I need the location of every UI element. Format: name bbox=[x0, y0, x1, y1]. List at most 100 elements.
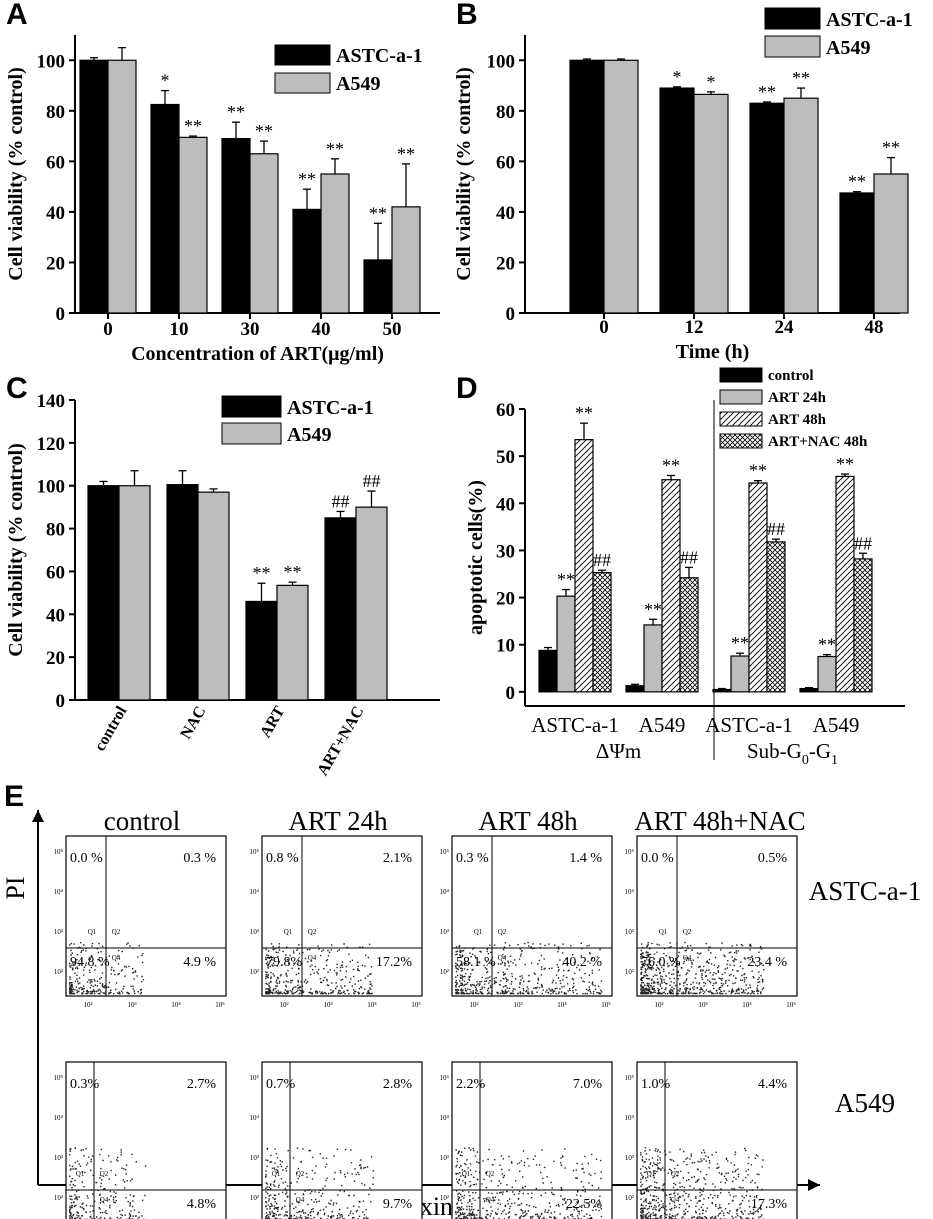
cytometry-plot: Q1 Q2 Q4 10⁵ 10⁴ 10³ 10² 10² 10³ 10⁴ 10⁵ 0.0 % 0.3 %… bbox=[54, 835, 227, 1009]
x-tick-label: 24 bbox=[775, 317, 795, 338]
percent-lower-right: 17.2% bbox=[376, 955, 413, 970]
quadrant-name: Q4 bbox=[308, 954, 317, 962]
y-tick-label: 10³ bbox=[625, 1154, 634, 1162]
legend-swatch bbox=[274, 72, 331, 94]
plot-frame bbox=[65, 1061, 227, 1219]
y-tick-label: 0 bbox=[506, 304, 516, 325]
event-dots bbox=[455, 941, 603, 995]
bar bbox=[87, 485, 120, 701]
quadrant-name: Q2 bbox=[498, 928, 507, 936]
y-tick-label: 20 bbox=[496, 253, 515, 274]
bar bbox=[592, 571, 612, 693]
significance-label: ## bbox=[593, 550, 611, 570]
bar bbox=[817, 655, 837, 693]
bar bbox=[603, 59, 639, 314]
percent-upper-right: 0.3 % bbox=[183, 851, 216, 866]
y-tick-label: 10⁴ bbox=[250, 888, 260, 896]
y-tick-label: 40 bbox=[496, 203, 515, 224]
bar bbox=[835, 475, 855, 693]
significance-label: ## bbox=[767, 519, 785, 539]
y-tick-label: 10² bbox=[440, 968, 449, 976]
cytometry-plot: Q1Q2Q410⁵10⁴10³10²10²10³10⁴10⁵0.3%2.7%4.… bbox=[54, 1061, 227, 1219]
y-tick-label: 10⁴ bbox=[54, 888, 64, 896]
legend-label: A549 bbox=[287, 424, 331, 446]
significance-label: ** bbox=[557, 570, 575, 590]
bar bbox=[679, 577, 699, 693]
column-title: ART 24h bbox=[288, 806, 388, 836]
panel-letter-b: B bbox=[456, 0, 478, 31]
bar bbox=[107, 59, 137, 314]
bar bbox=[178, 136, 208, 314]
y-tick-label: 10⁵ bbox=[440, 848, 450, 856]
legend-swatch bbox=[764, 7, 821, 30]
significance-label: ** bbox=[882, 138, 900, 158]
bar bbox=[150, 103, 180, 314]
y-tick-label: 10² bbox=[250, 1194, 259, 1202]
y-tick-label: 60 bbox=[496, 400, 515, 421]
significance-label: ** bbox=[749, 461, 767, 481]
quadrant-name: Q1 bbox=[284, 928, 293, 936]
legend-label: control bbox=[768, 368, 814, 384]
bar bbox=[783, 97, 819, 314]
bar bbox=[292, 208, 322, 314]
percent-lower-right: 4.8% bbox=[187, 1197, 217, 1212]
y-tick-label: 100 bbox=[37, 51, 66, 72]
x-tick-label: ART bbox=[257, 703, 288, 741]
group-label: Sub-G0-G1 bbox=[747, 739, 838, 768]
y-tick-label: 10⁴ bbox=[54, 1114, 64, 1122]
percent-upper-right: 2.7% bbox=[187, 1077, 217, 1092]
x-tick-label: 10² bbox=[279, 1001, 288, 1009]
legend-swatch bbox=[719, 367, 763, 383]
y-tick-label: 10² bbox=[440, 1194, 449, 1202]
y-tick-label: 10² bbox=[250, 968, 259, 976]
bar bbox=[574, 439, 594, 693]
y-axis-label: apoptotic cells(%) bbox=[465, 480, 487, 635]
significance-label: ** bbox=[284, 562, 302, 582]
significance-label: ** bbox=[227, 102, 245, 122]
percent-upper-left: 0.3% bbox=[70, 1077, 100, 1092]
significance-label: ** bbox=[184, 116, 202, 136]
quadrant-name: Q1 bbox=[647, 1170, 656, 1178]
significance-label: ** bbox=[731, 633, 749, 653]
x-tick-label: 40 bbox=[312, 319, 331, 340]
percent-lower-left: 94.8 % bbox=[70, 955, 110, 970]
x-tick-label: 10² bbox=[83, 1001, 92, 1009]
bar bbox=[625, 685, 645, 693]
legend-swatch bbox=[719, 411, 763, 427]
y-tick-label: 100 bbox=[37, 477, 66, 498]
percent-upper-left: 2.2% bbox=[456, 1077, 486, 1092]
x-tick-label: NAC bbox=[177, 704, 209, 743]
quadrant-name: Q2 bbox=[100, 1170, 109, 1178]
quadrant-name: Q2 bbox=[671, 1170, 680, 1178]
quadrant-name: Q4 bbox=[296, 1196, 305, 1204]
percent-upper-right: 0.5% bbox=[758, 851, 788, 866]
significance-label: * bbox=[673, 67, 682, 87]
legend-swatch bbox=[764, 35, 821, 58]
y-tick-label: 30 bbox=[496, 541, 515, 562]
y-tick-label: 10³ bbox=[250, 928, 259, 936]
bar bbox=[712, 688, 732, 693]
x-axis-label: Concentration of ART(μg/ml) bbox=[131, 343, 384, 365]
y-tick-label: 10³ bbox=[54, 928, 63, 936]
group-label-part: Sub-G bbox=[747, 739, 802, 763]
x-tick-label: 10⁴ bbox=[557, 1001, 567, 1009]
plot-frame bbox=[261, 1061, 423, 1219]
cytometry-plot: Q1 Q2 Q4 10⁵ 10⁴ 10³ 10² 10² 10³ 10⁴ 10⁵ 0.8 % 2.1% 7… bbox=[250, 835, 423, 1009]
event-dots bbox=[265, 1147, 375, 1219]
row-label: A549 bbox=[835, 1088, 895, 1118]
y-tick-label: 50 bbox=[496, 447, 515, 468]
event-dots bbox=[640, 1147, 765, 1219]
x-tick-label: 10⁵ bbox=[601, 1001, 611, 1009]
quadrant-name: Q4 bbox=[112, 954, 121, 962]
y-tick-label: 10³ bbox=[440, 1154, 449, 1162]
quadrant-name: Q2 bbox=[296, 1170, 305, 1178]
y-tick-label: 20 bbox=[46, 648, 65, 669]
y-tick-label: 10⁵ bbox=[54, 1074, 64, 1082]
significance-label: ** bbox=[575, 403, 593, 423]
y-axis-label: Cell viability (% control) bbox=[453, 67, 475, 281]
significance-label: ## bbox=[680, 547, 698, 567]
significance-label: ** bbox=[326, 139, 344, 159]
bar bbox=[324, 517, 357, 701]
